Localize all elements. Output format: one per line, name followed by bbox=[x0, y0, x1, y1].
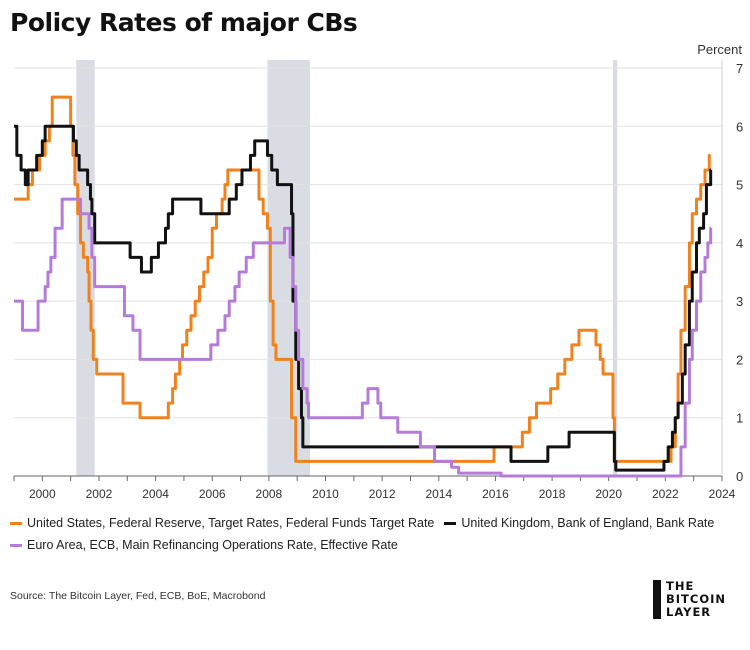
x-tick-label-2002: 2002 bbox=[86, 487, 113, 501]
bitcoin-layer-logo: THE BITCOIN LAYER bbox=[653, 580, 726, 619]
x-tick-label-2024: 2024 bbox=[709, 487, 736, 501]
x-tick-label-2014: 2014 bbox=[425, 487, 452, 501]
x-tick-label-2022: 2022 bbox=[652, 487, 679, 501]
x-tick-label-2006: 2006 bbox=[199, 487, 226, 501]
y-tick-label-2: 2 bbox=[736, 352, 743, 367]
logo-bar-mark bbox=[653, 580, 661, 619]
y-tick-label-5: 5 bbox=[736, 178, 743, 193]
series-line-2 bbox=[14, 197, 713, 478]
x-tick-label-2020: 2020 bbox=[595, 487, 622, 501]
legend-swatch-euro bbox=[10, 543, 22, 547]
logo-line-2: BITCOIN bbox=[666, 592, 727, 606]
y-tick-label-0: 0 bbox=[736, 469, 743, 484]
shaded-period-0 bbox=[76, 60, 95, 476]
legend-row-2: Euro Area, ECB, Main Refinancing Operati… bbox=[10, 534, 745, 556]
legend-swatch-us bbox=[10, 521, 22, 525]
x-tick-label-2008: 2008 bbox=[256, 487, 283, 501]
x-tick-label-2010: 2010 bbox=[312, 487, 339, 501]
legend-label-us: United States, Federal Reserve, Target R… bbox=[27, 516, 435, 530]
chart-title: Policy Rates of major CBs bbox=[10, 8, 358, 37]
legend-item-us: United States, Federal Reserve, Target R… bbox=[10, 516, 434, 530]
legend-row-1: United States, Federal Reserve, Target R… bbox=[10, 512, 745, 534]
y-axis-unit-label: Percent bbox=[697, 42, 742, 57]
series-line-1 bbox=[14, 124, 713, 472]
shaded-period-1 bbox=[267, 60, 310, 476]
source-note: Source: The Bitcoin Layer, Fed, ECB, BoE… bbox=[10, 590, 266, 602]
x-tick-label-2012: 2012 bbox=[369, 487, 396, 501]
legend-label-euro: Euro Area, ECB, Main Refinancing Operati… bbox=[27, 538, 398, 552]
x-tick-label-2018: 2018 bbox=[539, 487, 566, 501]
logo-line-3: LAYER bbox=[666, 605, 712, 619]
x-tick-label-2004: 2004 bbox=[142, 487, 169, 501]
logo-line-1: THE bbox=[666, 579, 695, 593]
legend-swatch-uk bbox=[444, 521, 457, 525]
x-tick-label-2000: 2000 bbox=[29, 487, 56, 501]
y-tick-label-6: 6 bbox=[736, 119, 743, 134]
legend-label-uk: United Kingdom, Bank of England, Bank Ra… bbox=[461, 516, 715, 530]
chart-legend: United States, Federal Reserve, Target R… bbox=[10, 512, 745, 556]
y-tick-label-3: 3 bbox=[736, 294, 743, 309]
legend-item-uk: United Kingdom, Bank of England, Bank Ra… bbox=[444, 516, 714, 530]
x-tick-label-2016: 2016 bbox=[482, 487, 509, 501]
logo-wordmark: THE BITCOIN LAYER bbox=[666, 580, 726, 619]
legend-item-euro: Euro Area, ECB, Main Refinancing Operati… bbox=[10, 538, 398, 552]
shaded-period-2 bbox=[612, 60, 618, 476]
y-tick-label-7: 7 bbox=[736, 61, 743, 76]
y-tick-label-1: 1 bbox=[736, 411, 743, 426]
y-tick-label-4: 4 bbox=[736, 236, 743, 251]
